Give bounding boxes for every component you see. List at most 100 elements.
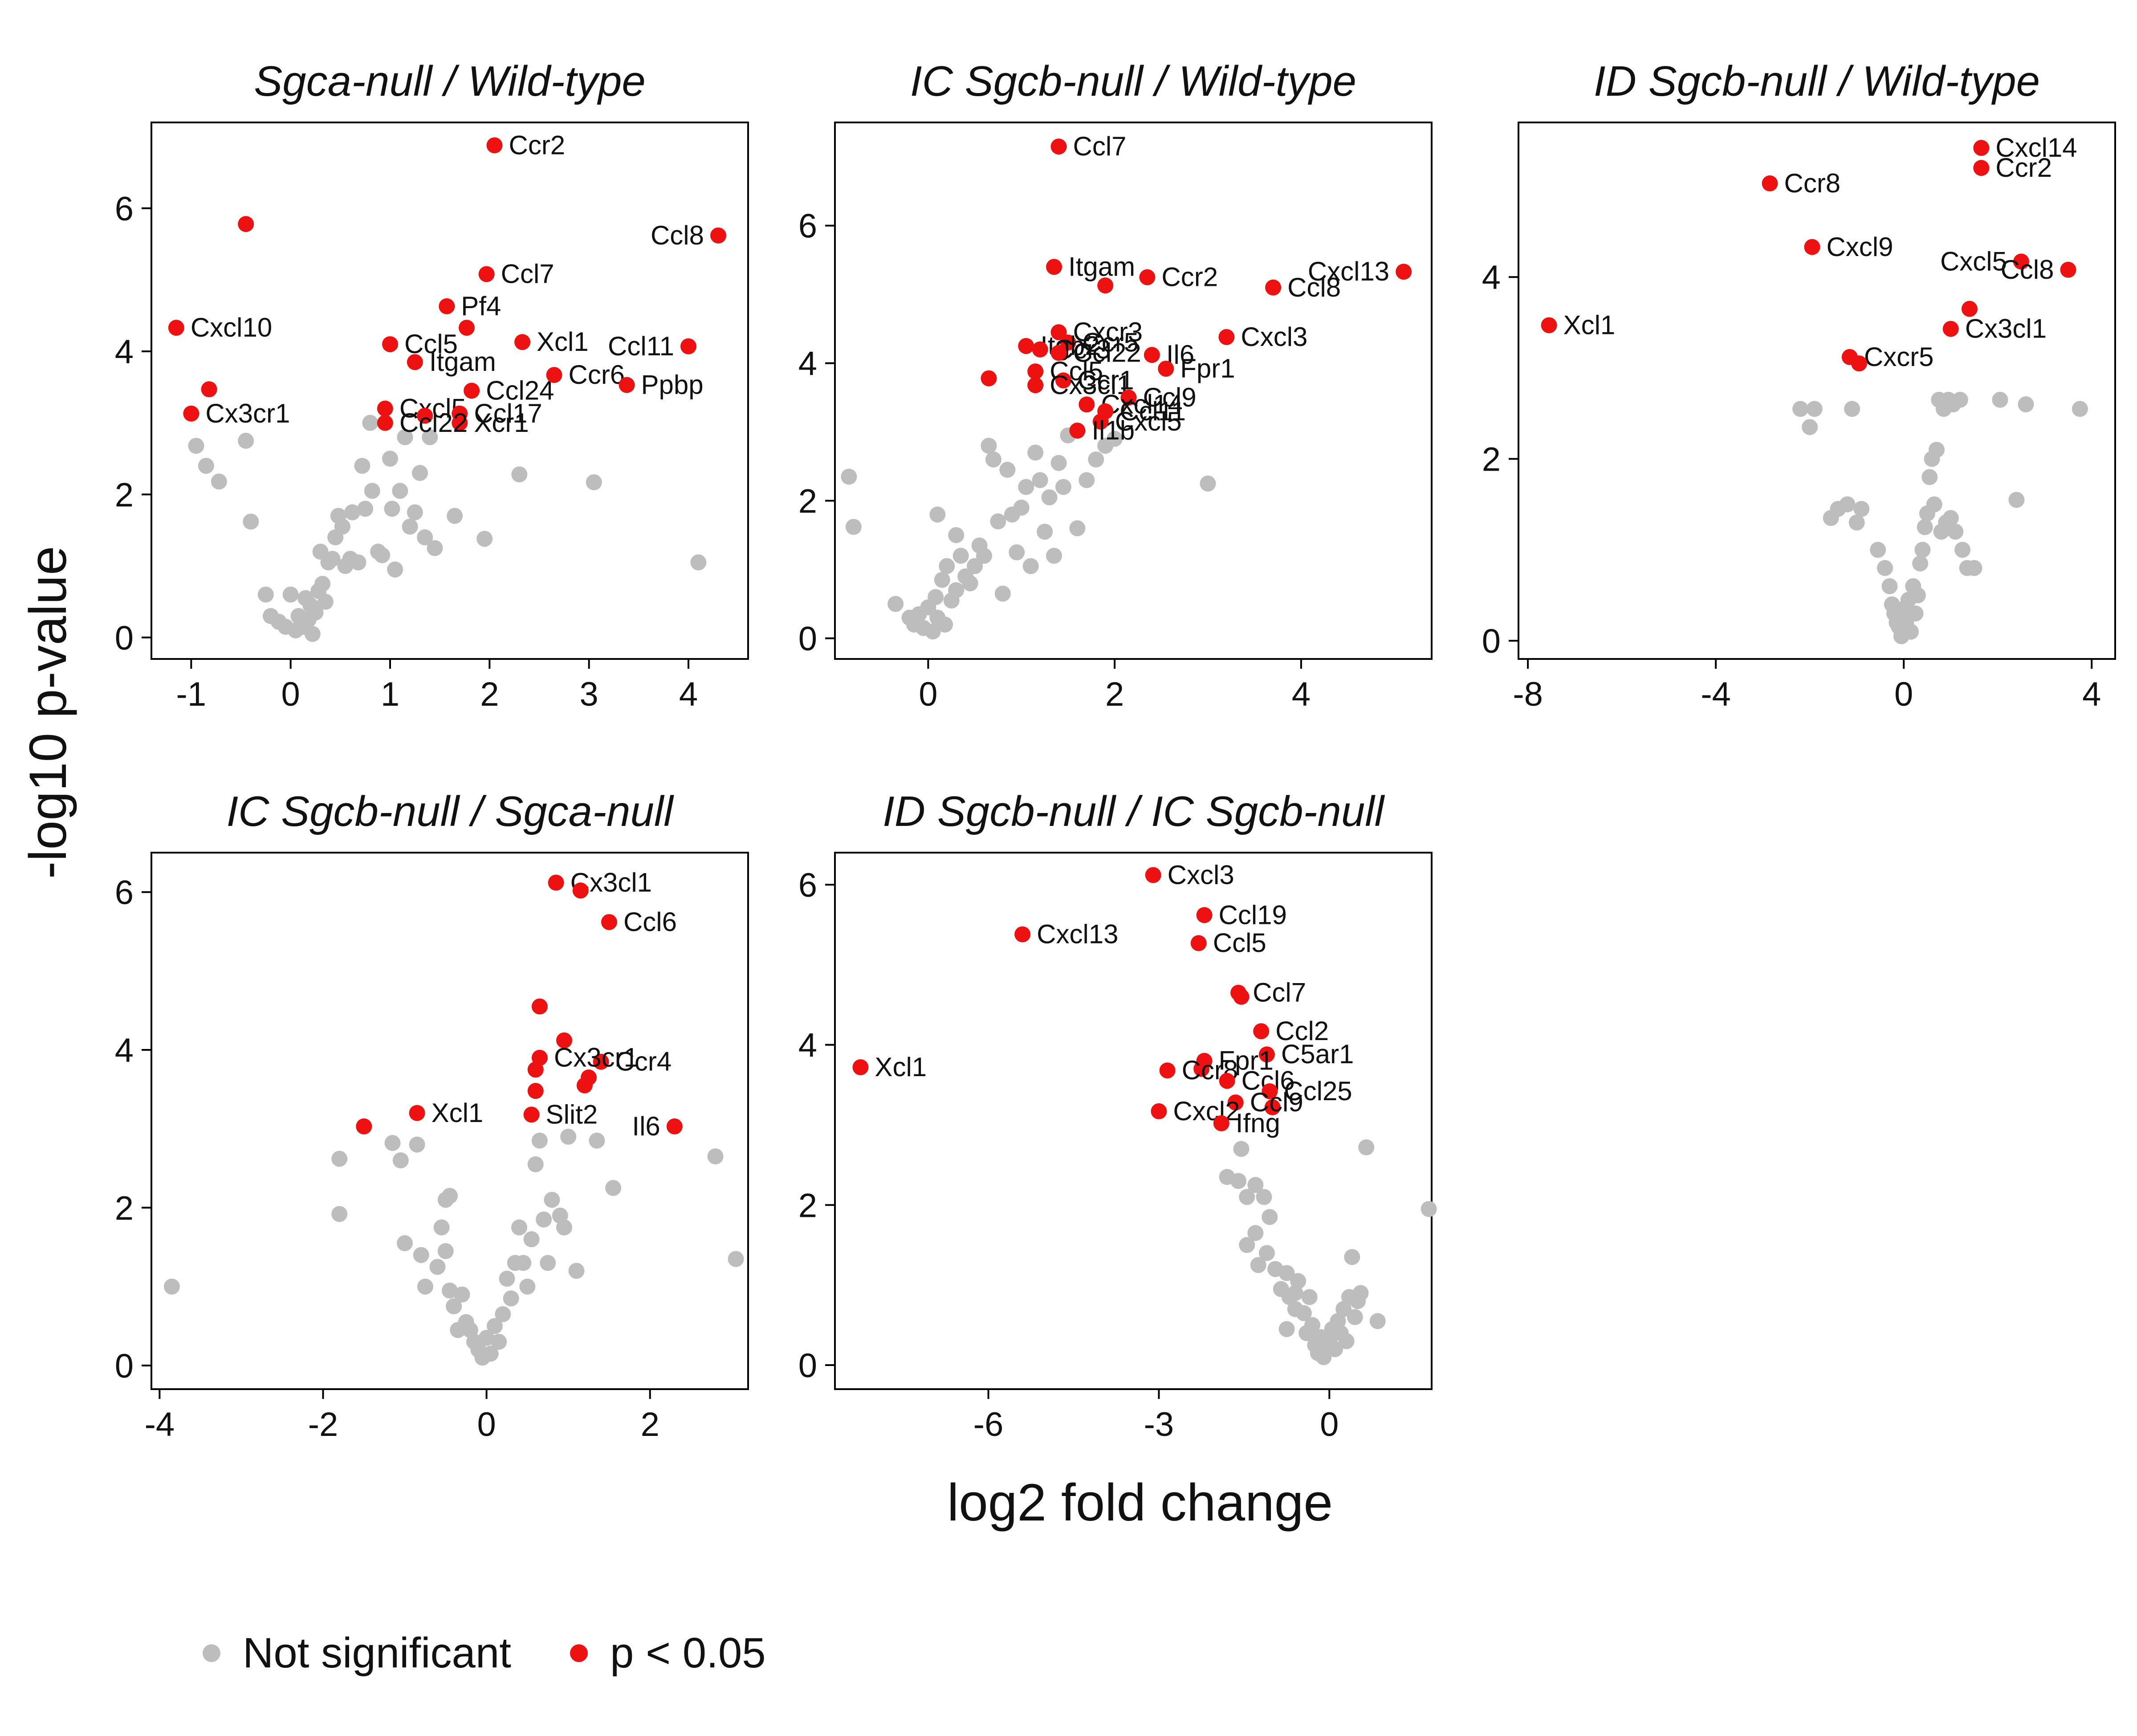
legend: Not significant p < 0.05 <box>203 1629 766 1677</box>
point-not-significant <box>999 462 1016 478</box>
point-not-significant <box>1914 541 1931 558</box>
panel-3: ID Sgcb-null / Wild-type-8 -4 0 4024Cxcl14C… <box>1482 57 2116 713</box>
x-tick-label: 2 <box>480 675 499 713</box>
point-not-significant <box>1903 623 1919 640</box>
point-label-slit2: Slit2 <box>546 1099 598 1129</box>
point-significant-ccr6 <box>546 367 562 383</box>
x-tick-label: -6 <box>973 1406 1004 1443</box>
panel-title: ID Sgcb-null / IC Sgcb-null <box>883 788 1385 835</box>
point-not-significant <box>1250 1257 1266 1273</box>
point-not-significant <box>304 626 321 642</box>
point-label-ccl8: Ccl8 <box>1287 272 1341 302</box>
point-significant <box>1961 301 1978 317</box>
point-significant-itgam <box>1046 259 1062 275</box>
point-significant-ppbp <box>619 377 635 393</box>
point-significant-ccl9 <box>1120 389 1137 406</box>
point-not-significant <box>994 585 1011 602</box>
point-significant-il1b <box>1069 423 1086 439</box>
point-not-significant <box>1013 500 1030 516</box>
point-not-significant <box>976 548 992 564</box>
point-not-significant <box>409 1136 425 1153</box>
point-not-significant <box>1037 524 1053 540</box>
point-significant-ccr2 <box>486 137 503 154</box>
x-tick-label: 3 <box>580 675 598 713</box>
x-tick-label: 4 <box>679 675 698 713</box>
point-not-significant <box>427 540 443 556</box>
x-tick-label: -3 <box>1144 1406 1174 1443</box>
point-not-significant <box>948 582 965 598</box>
legend-dot-not-significant <box>203 1644 220 1662</box>
point-significant-cxcl14 <box>1079 396 1095 413</box>
y-tick-label: 6 <box>798 207 817 245</box>
point-not-significant <box>1069 520 1086 537</box>
point-not-significant <box>1853 501 1870 517</box>
point-not-significant <box>382 451 398 467</box>
point-significant <box>1851 355 1867 372</box>
point-not-significant <box>1947 524 1964 540</box>
point-significant-ccr8 <box>1762 175 1778 191</box>
point-label-cx3cl1: Cx3cl1 <box>1965 314 2047 344</box>
point-significant-xcl1 <box>409 1105 425 1121</box>
point-label-cxcl13: Cxcl13 <box>1037 919 1118 949</box>
x-tick-label: 2 <box>1105 675 1124 713</box>
point-significant-cxcl3 <box>1145 867 1161 883</box>
point-not-significant <box>243 513 259 530</box>
point-not-significant <box>1344 1249 1360 1265</box>
point-significant <box>356 1118 372 1134</box>
point-not-significant <box>1287 1285 1303 1301</box>
point-not-significant <box>544 1191 560 1208</box>
point-not-significant <box>2008 492 2025 508</box>
point-label-ccl5: Ccl5 <box>1213 928 1266 958</box>
x-tick-label: 0 <box>1894 675 1913 713</box>
point-not-significant <box>1256 1189 1272 1205</box>
y-tick-label: 0 <box>115 619 134 657</box>
point-significant-cx3cr1 <box>183 405 199 422</box>
point-not-significant <box>1327 1341 1343 1358</box>
y-tick-label: 4 <box>115 333 134 371</box>
point-not-significant <box>357 500 374 517</box>
x-tick-label: -4 <box>1701 675 1731 713</box>
point-not-significant <box>413 1247 429 1263</box>
x-tick-label: 4 <box>1292 675 1311 713</box>
point-not-significant <box>1870 541 1886 558</box>
point-label-ccl8: Ccl8 <box>2000 255 2054 285</box>
point-not-significant <box>841 468 857 485</box>
point-not-significant <box>728 1251 744 1267</box>
point-not-significant <box>1369 1313 1386 1329</box>
point-significant-cxcl13 <box>1014 926 1031 943</box>
point-not-significant <box>1926 496 1942 512</box>
point-significant-ccl8 <box>710 227 726 244</box>
point-significant-cxcr3 <box>1050 324 1067 341</box>
point-not-significant <box>422 429 438 445</box>
point-label-ccl7: Ccl7 <box>1253 978 1306 1008</box>
point-significant-itgb2 <box>1018 338 1034 354</box>
point-not-significant <box>442 1187 458 1204</box>
point-not-significant <box>1247 1177 1264 1193</box>
point-not-significant <box>1912 555 1929 572</box>
x-tick-label: -1 <box>176 675 207 713</box>
point-not-significant <box>2072 401 2088 417</box>
point-label-il6: Il6 <box>632 1111 660 1141</box>
point-label-ccl6: Ccl6 <box>623 907 677 937</box>
point-not-significant <box>364 483 380 499</box>
point-not-significant <box>1802 419 1818 435</box>
point-not-significant <box>442 1282 458 1299</box>
panel-frame <box>151 852 749 1390</box>
panel-frame <box>834 852 1433 1390</box>
point-not-significant <box>482 1346 499 1362</box>
point-not-significant <box>1301 1289 1318 1305</box>
point-not-significant <box>515 1255 532 1271</box>
point-significant-ccl9 <box>1227 1094 1244 1111</box>
point-significant-ccl22 <box>1050 345 1067 361</box>
point-significant-cx3cl1 <box>1027 377 1044 394</box>
point-not-significant <box>495 1306 511 1322</box>
point-significant-ccl19 <box>1196 907 1213 923</box>
point-not-significant <box>948 527 965 543</box>
point-significant-ccl25 <box>1262 1083 1278 1099</box>
point-significant-ccr2 <box>1139 269 1156 285</box>
point-not-significant <box>1839 496 1856 512</box>
point-not-significant <box>519 1278 536 1295</box>
y-tick-label: 6 <box>115 874 134 912</box>
point-not-significant <box>560 1128 577 1145</box>
